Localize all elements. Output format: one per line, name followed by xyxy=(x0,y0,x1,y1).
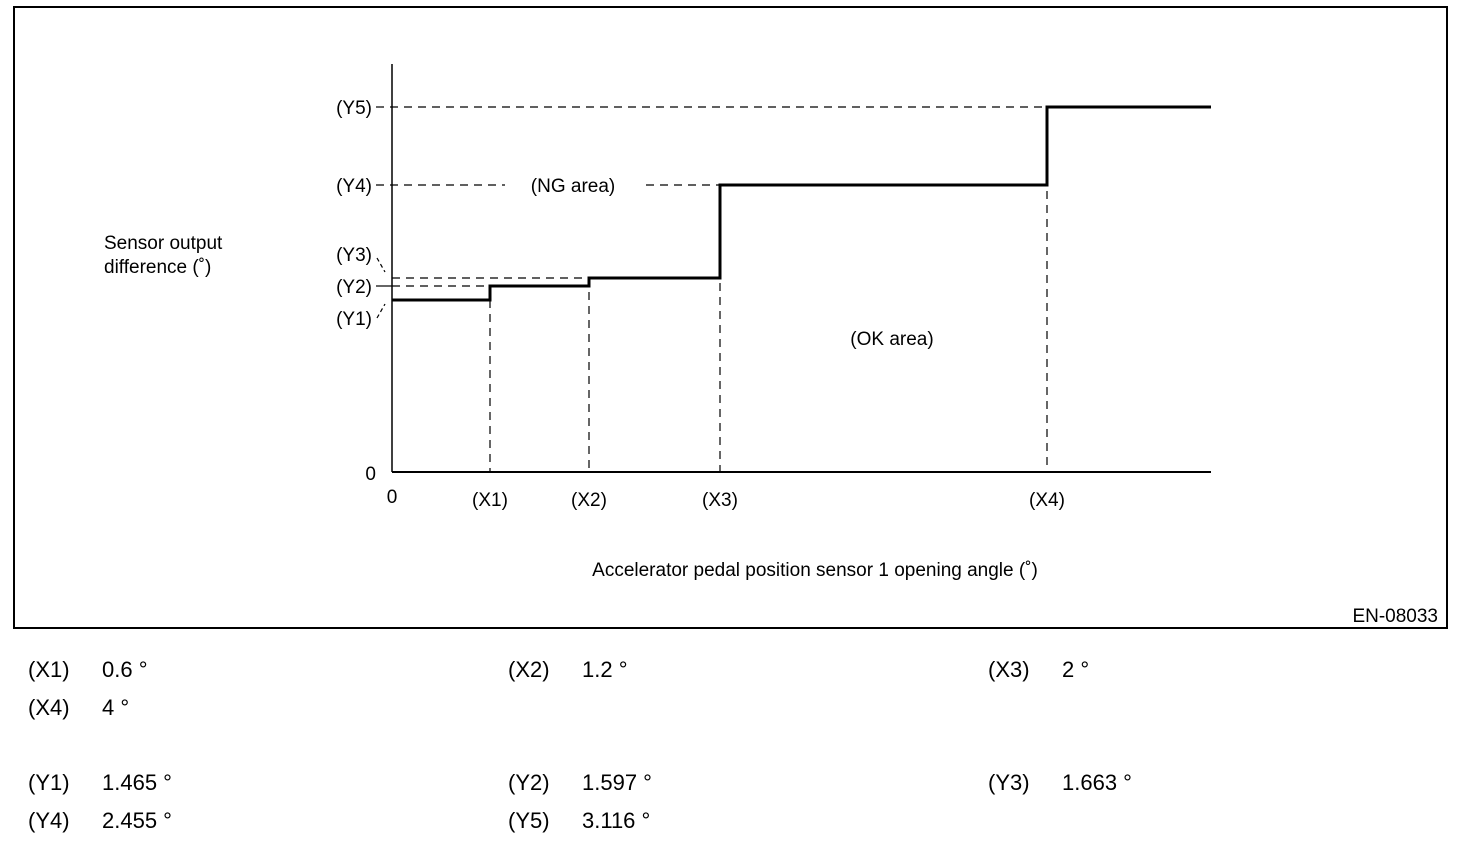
legend-value: 1.663 ° xyxy=(1062,770,1132,795)
x-legend-row1-1: (X1) 0.6 ° xyxy=(28,657,148,683)
y-tick-label-1: (Y1) xyxy=(336,309,372,330)
y-tick-label-3: (Y3) xyxy=(336,245,372,266)
x-tick-label-4: (X4) xyxy=(1029,490,1065,511)
legend-key: (X1) xyxy=(28,657,70,682)
step-chart: 0 (X1) (X2) (X3) (X4) 0 (Y5) (Y4) (Y3) (Y2) (Y1) Se… xyxy=(104,64,1438,627)
figure-frame xyxy=(13,6,1448,629)
legend-key: (Y1) xyxy=(28,770,70,795)
x-tick-label-2: (X2) xyxy=(571,490,607,511)
legend-key: (Y2) xyxy=(508,770,550,795)
x-origin-label: 0 xyxy=(387,487,398,508)
chart-labels: 0 (X1) (X2) (X3) (X4) 0 (Y5) (Y4) (Y3) (Y2) (Y1) Se… xyxy=(104,98,1065,581)
y-axis-title-line-2: difference (˚) xyxy=(104,257,211,278)
legend-value: 2 ° xyxy=(1062,657,1090,682)
y-legend-row2-2: (Y5) 3.116 ° xyxy=(508,808,650,834)
step-series xyxy=(392,105,1211,302)
legend-key: (X2) xyxy=(508,657,550,682)
y-legend-row1-2: (Y2) 1.597 ° xyxy=(508,770,652,796)
legend-key: (Y4) xyxy=(28,808,70,833)
ng-area-label: (NG area) xyxy=(531,176,615,197)
figure-code: EN-08033 xyxy=(1352,606,1438,627)
legend-key: (Y5) xyxy=(508,808,550,833)
axes xyxy=(391,64,1211,473)
x-axis-title: Accelerator pedal position sensor 1 open… xyxy=(592,560,1038,581)
x-tick-label-1: (X1) xyxy=(472,490,508,511)
legend-value: 4 ° xyxy=(102,695,130,720)
legend-key: (X3) xyxy=(988,657,1030,682)
x-legend-row1-3: (X3) 2 ° xyxy=(988,657,1089,683)
y-tick-label-5: (Y5) xyxy=(336,98,372,119)
y-legend-row2-1: (Y4) 2.455 ° xyxy=(28,808,172,834)
legend-value: 1.2 ° xyxy=(582,657,628,682)
ok-area-label: (OK area) xyxy=(850,329,933,350)
legend-value: 3.116 ° xyxy=(582,808,651,833)
legend-value: 1.597 ° xyxy=(582,770,652,795)
legend-value: 1.465 ° xyxy=(102,770,172,795)
y-axis-title-line-1: Sensor output xyxy=(104,233,223,254)
guide-lines xyxy=(376,106,1048,472)
legend-value: 0.6 ° xyxy=(102,657,148,682)
y-tick-label-4: (Y4) xyxy=(336,176,372,197)
legend-value: 2.455 ° xyxy=(102,808,172,833)
y-origin-label: 0 xyxy=(365,464,376,485)
y-legend-row1-1: (Y1) 1.465 ° xyxy=(28,770,172,796)
y3-leader xyxy=(376,257,386,273)
y-tick-label-2: (Y2) xyxy=(336,277,372,298)
x-tick-label-3: (X3) xyxy=(702,490,738,511)
y1-leader xyxy=(376,303,386,319)
y-legend-row1-3: (Y3) 1.663 ° xyxy=(988,770,1132,796)
legend-key: (X4) xyxy=(28,695,70,720)
legend-key: (Y3) xyxy=(988,770,1030,795)
x-legend-row1-2: (X2) 1.2 ° xyxy=(508,657,628,683)
x-legend-row2-1: (X4) 4 ° xyxy=(28,695,129,721)
